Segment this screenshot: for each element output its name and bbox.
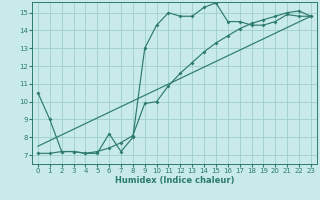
X-axis label: Humidex (Indice chaleur): Humidex (Indice chaleur) xyxy=(115,176,234,185)
